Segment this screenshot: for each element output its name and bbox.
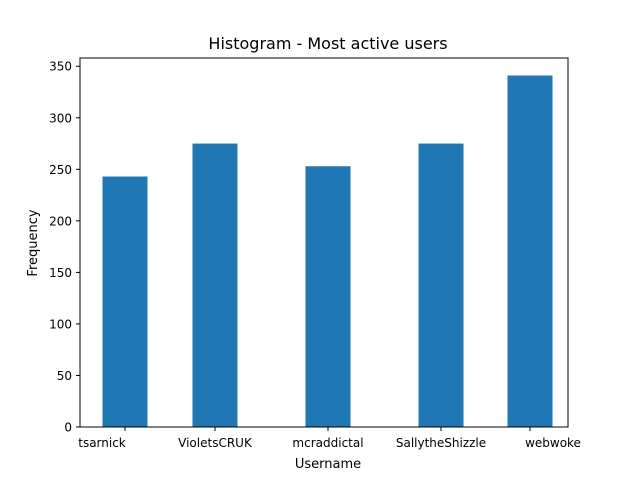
x-axis-label: Username [295,457,361,472]
bar-tsarnick [102,176,148,427]
y-tick-label: 350 [49,60,72,74]
axes-spines [79,57,569,428]
x-tick-label: webwoke [525,436,581,450]
x-tick-label: SallytheShizzle [396,436,486,450]
y-tick-label: 100 [49,317,72,331]
x-tick-label: VioletsCRUK [178,436,253,450]
axes-frame [79,57,569,428]
y-tick-label: 250 [49,163,72,177]
y-axis: 0 50 100 150 200 250 300 350 [49,60,80,435]
y-tick-label: 200 [49,214,72,228]
x-tick-label: tsarnick [78,436,126,450]
y-tick-label: 0 [64,421,72,435]
x-axis: tsarnick VioletsCRUK mcraddictal SallytheSh… [78,427,581,450]
chart-title: Histogram - Most active users [208,34,447,53]
bar-mcraddictal [305,166,351,428]
x-tick-label: mcraddictal [292,436,363,450]
y-tick-label: 300 [49,111,72,125]
plot-area [102,75,553,428]
bar-SallytheShizzle [418,143,464,428]
bar-VioletsCRUK [192,143,238,428]
y-axis-label: Frequency [26,209,41,276]
y-tick-label: 150 [49,266,72,280]
y-tick-label: 50 [57,369,72,383]
bar-webwoke [507,75,553,428]
